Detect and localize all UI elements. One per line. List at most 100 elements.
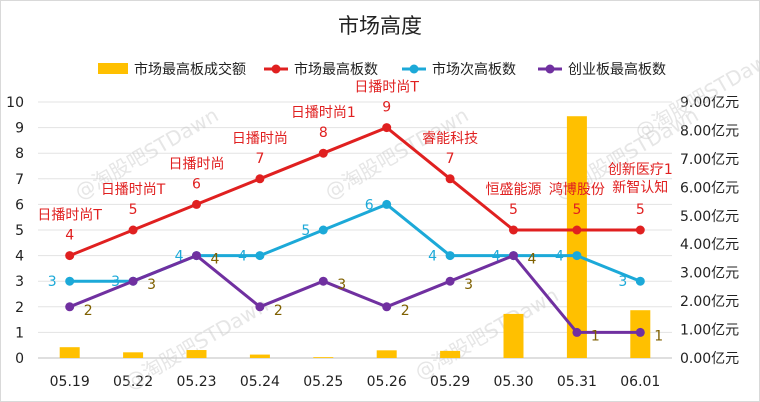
data-label-max-board: 5 [129, 202, 138, 218]
stock-label: 日播时尚T [101, 182, 166, 198]
data-label-gem-board: 1 [591, 328, 600, 344]
data-label-gem-board: 2 [401, 303, 410, 319]
series-line-3 [69, 254, 641, 334]
series-point-3 [635, 327, 645, 337]
legend-swatch-marker [545, 64, 555, 74]
series-point-1 [255, 174, 265, 184]
stock-label: 日播时尚T [37, 208, 102, 224]
data-label-second-board: 4 [428, 249, 437, 265]
series-point-3 [255, 302, 265, 312]
stock-label: 日播时尚1 [291, 105, 356, 121]
series-point-3 [192, 251, 201, 261]
series-point-1 [65, 251, 75, 261]
data-label-second-board: 6 [365, 197, 374, 213]
legend-swatch-marker [409, 64, 419, 74]
data-label-max-board: 4 [65, 228, 74, 244]
series-point-1 [318, 148, 328, 158]
series-point-3 [128, 276, 138, 286]
series-point-2 [635, 276, 645, 286]
data-label-max-board: 7 [255, 151, 264, 167]
data-label-gem-board: 4 [211, 252, 220, 268]
right-axis-tick: 6.00亿元 [680, 180, 739, 196]
stock-label: 创新医疗1 新智认知 [608, 162, 673, 196]
data-label-gem-board: 2 [274, 303, 283, 319]
chart-title: 市场高度 [338, 14, 422, 38]
left-axis-tick: 8 [15, 146, 24, 162]
x-axis-tick: 05.29 [430, 374, 470, 390]
left-axis-tick: 9 [15, 121, 24, 137]
x-axis-tick: 05.23 [176, 374, 216, 390]
x-axis-tick: 05.30 [493, 374, 533, 390]
data-label-gem-board: 2 [84, 303, 93, 319]
series-point-3 [382, 302, 392, 312]
legend-label: 市场次高板数 [432, 61, 516, 78]
data-label-second-board: 4 [492, 249, 501, 265]
data-label-second-board: 4 [175, 249, 184, 265]
bar-turnover [376, 350, 397, 358]
bar-turnover [440, 350, 461, 358]
series-point-1 [445, 174, 455, 184]
stock-label: 日播时尚T [354, 80, 419, 96]
bar-turnover [186, 350, 207, 358]
left-axis-tick: 0 [15, 351, 24, 367]
x-axis-tick: 05.31 [557, 374, 597, 390]
data-label-second-board: 5 [301, 223, 310, 239]
bar-turnover [566, 116, 587, 358]
left-axis-tick: 5 [15, 223, 24, 239]
stock-label: 鸿博股份 [549, 181, 605, 198]
stock-label: 睿能科技 [422, 131, 478, 147]
series-point-3 [445, 276, 455, 286]
series-point-2 [318, 225, 328, 235]
series-point-2 [255, 251, 265, 261]
legend-label: 创业板最高板数 [568, 61, 666, 78]
series-point-1 [382, 123, 392, 133]
right-axis-tick: 5.00亿元 [680, 209, 739, 225]
data-label-second-board: 3 [48, 274, 57, 290]
series-point-3 [318, 276, 328, 286]
legend-label: 市场最高板成交额 [134, 61, 246, 78]
data-label-gem-board: 4 [528, 252, 537, 268]
stock-label: 日播时尚 [232, 131, 288, 147]
series-point-1 [128, 225, 138, 235]
bar-turnover [123, 352, 144, 358]
left-axis-tick: 1 [15, 325, 24, 341]
bar-turnover [503, 313, 524, 358]
data-label-gem-board: 1 [654, 328, 663, 344]
series-point-1 [635, 225, 645, 235]
data-label-max-board: 5 [636, 202, 645, 218]
data-label-gem-board: 3 [337, 277, 346, 293]
data-label-max-board: 5 [509, 202, 518, 218]
series-point-3 [509, 251, 518, 261]
data-label-max-board: 6 [192, 176, 201, 192]
data-label-gem-board: 3 [464, 277, 473, 293]
x-axis-tick: 05.25 [303, 374, 343, 390]
right-axis-tick: 0.00亿元 [680, 351, 739, 367]
bar-turnover [313, 357, 334, 358]
right-axis-tick: 7.00亿元 [680, 152, 739, 168]
series-point-1 [572, 225, 582, 235]
series-point-2 [65, 276, 75, 286]
legend-swatch-bar [98, 63, 128, 74]
left-axis-tick: 7 [15, 172, 24, 188]
series-line-1 [69, 126, 641, 257]
x-axis-tick: 06.01 [620, 374, 660, 390]
left-axis-tick: 3 [15, 274, 24, 290]
left-axis-tick: 2 [15, 300, 24, 316]
left-axis-tick: 4 [15, 249, 24, 265]
series-point-1 [192, 199, 201, 209]
data-label-max-board: 7 [446, 151, 455, 167]
data-label-max-board: 5 [572, 202, 581, 218]
x-axis-tick: 05.22 [113, 374, 153, 390]
stock-label: 恒盛能源 [486, 182, 542, 198]
bar-turnover [249, 354, 270, 358]
x-axis-tick: 05.24 [240, 374, 280, 390]
data-label-second-board: 4 [555, 249, 564, 265]
legend-swatch-marker [271, 64, 281, 74]
right-axis-tick: 3.00亿元 [680, 266, 739, 282]
left-axis-tick: 6 [15, 197, 24, 213]
series-point-2 [382, 199, 392, 209]
data-label-gem-board: 3 [147, 277, 156, 293]
left-axis-tick: 10 [6, 95, 24, 111]
bar-turnover [59, 347, 80, 358]
